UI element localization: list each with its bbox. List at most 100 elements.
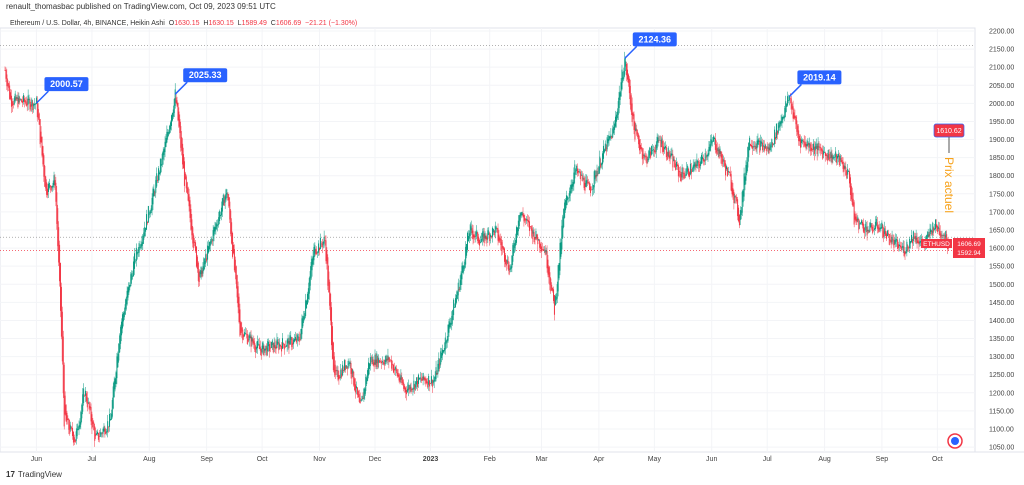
candle-body (98, 436, 100, 438)
candle-body (375, 359, 377, 367)
candle-body (122, 312, 124, 322)
candle-body (426, 381, 428, 383)
candle-body (368, 363, 370, 369)
y-tick-label: 2100.00 (989, 65, 1014, 72)
candle-body (695, 164, 697, 168)
candle-body (371, 357, 373, 362)
candle-body (277, 341, 279, 344)
candle-body (871, 225, 873, 229)
candle-body (602, 145, 604, 159)
candle-body (760, 140, 762, 147)
candle-body (640, 147, 642, 150)
candle-body (460, 273, 462, 285)
candle-body (684, 175, 686, 177)
candle-body (406, 388, 408, 393)
candle-body (575, 170, 577, 172)
candle-body (892, 239, 894, 241)
candle-body (313, 246, 315, 261)
candle-body (194, 241, 196, 243)
candle-body (893, 239, 895, 248)
candle-body (519, 212, 521, 221)
candle-body (174, 89, 176, 106)
candle-body (234, 259, 236, 273)
candle-body (312, 255, 314, 265)
candle-body (656, 136, 658, 149)
candle-body (621, 69, 623, 90)
candle-body (622, 77, 624, 80)
candle-body (121, 314, 123, 329)
candle-body (564, 202, 566, 218)
candle-body (909, 238, 911, 249)
candle-body (830, 151, 832, 158)
candle-body (866, 226, 868, 236)
candle-body (110, 413, 112, 420)
candle-body (795, 116, 797, 125)
x-tick-label: Oct (257, 456, 268, 463)
candle-body (289, 335, 291, 345)
candle-body (416, 377, 418, 385)
candle-body (764, 144, 766, 149)
y-tick-label: 1500.00 (989, 282, 1014, 289)
candle-body (4, 70, 6, 71)
candle-body (700, 161, 702, 167)
candle-body (19, 99, 21, 100)
candle-body (144, 227, 146, 237)
y-tick-label: 1200.00 (989, 390, 1014, 397)
candle-body (456, 291, 458, 299)
tradingview-footer[interactable]: 17 TradingView (6, 470, 62, 479)
tradingview-logo: 17 (6, 470, 15, 479)
candle-body (324, 240, 326, 241)
candle-body (555, 297, 557, 301)
candle-body (356, 386, 357, 389)
candle-body (253, 341, 255, 345)
candle-body (928, 234, 930, 237)
candle-body (696, 159, 698, 166)
candle-body (504, 255, 506, 265)
candle-body (188, 194, 190, 207)
candle-body (141, 242, 143, 246)
candle-body (531, 228, 533, 239)
candle-body (703, 159, 705, 162)
candle-body (318, 243, 320, 253)
candle-body (23, 95, 24, 102)
candle-body (439, 363, 441, 366)
candle-body (278, 342, 280, 351)
candle-body (940, 233, 942, 238)
candle-body (863, 227, 865, 234)
candle-body (263, 345, 265, 356)
candle-body (741, 191, 743, 213)
candle-body (154, 192, 156, 194)
candle-body (491, 236, 493, 238)
candle-body (591, 189, 593, 190)
candle-body (361, 396, 363, 401)
candle-body (396, 369, 398, 377)
candle-body (501, 242, 503, 250)
candle-body (424, 378, 426, 381)
candle-body (597, 173, 599, 175)
candle-body (599, 156, 601, 171)
candle-body (778, 125, 780, 128)
candle-body (355, 384, 357, 393)
candle-body (775, 136, 777, 140)
candle-body (259, 346, 261, 351)
candle-body (553, 295, 555, 315)
candle-body (449, 322, 451, 327)
candle-body (354, 378, 356, 391)
candle-body (173, 98, 175, 114)
candle-body (183, 161, 185, 186)
candle-body (905, 251, 907, 253)
candle-body (709, 144, 711, 151)
candle-body (755, 146, 757, 151)
candle-body (679, 171, 681, 177)
candle-body (812, 143, 814, 150)
candle-body (600, 163, 602, 168)
candle-body (437, 363, 439, 374)
candle-body (383, 362, 385, 366)
price-chart[interactable]: Jun Jul Aug Sep Oct Nov Dec 2023 Feb Mar Apr May Jun… (0, 0, 1024, 470)
candle-body (466, 244, 468, 256)
candle-body (494, 225, 496, 233)
candle-body (752, 146, 754, 148)
candle-body (620, 82, 622, 97)
candle-body (536, 234, 538, 240)
candle-body (565, 195, 567, 206)
